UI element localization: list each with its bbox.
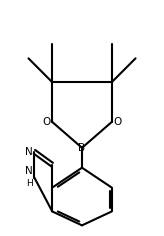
Text: O: O <box>42 117 51 127</box>
Text: N: N <box>25 147 33 157</box>
Text: O: O <box>113 117 122 127</box>
Text: N: N <box>25 166 33 177</box>
Text: B: B <box>78 143 86 153</box>
Text: H: H <box>26 179 33 188</box>
